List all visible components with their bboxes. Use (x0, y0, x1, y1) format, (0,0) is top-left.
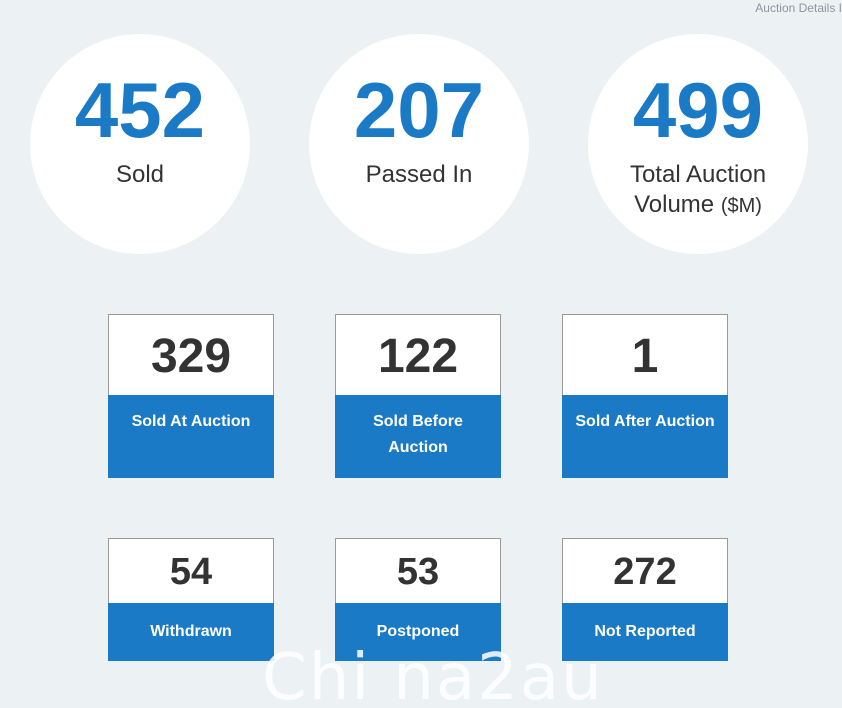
not-reported-card: 272 Not Reported (562, 538, 728, 661)
sold-at-auction-label: Sold At Auction (131, 413, 251, 430)
sold-after-auction-card: 1 Sold After Auction (562, 314, 728, 478)
postponed-band: Postponed (335, 603, 501, 661)
postponed-card: 53 Postponed (335, 538, 501, 661)
total-volume-summary-circle: 499 Total Auction Volume ($M) (588, 34, 808, 254)
withdrawn-band: Withdrawn (108, 603, 274, 661)
withdrawn-label: Withdrawn (150, 623, 232, 640)
passed-in-count: 207 (353, 66, 485, 154)
sold-at-auction-card: 329 Sold At Auction (108, 314, 274, 478)
not-reported-count: 272 (613, 551, 677, 593)
postponed-label: Postponed (376, 623, 460, 640)
auction-details-link[interactable]: Auction Details I (755, 1, 842, 15)
sold-before-auction-count: 122 (377, 330, 459, 383)
sold-summary-circle: 452 Sold (30, 34, 250, 254)
postponed-count: 53 (396, 551, 440, 593)
sold-after-auction-band: Sold After Auction (562, 395, 728, 478)
total-volume-unit: ($M) (720, 195, 762, 217)
sold-at-auction-band: Sold At Auction (108, 395, 274, 478)
sold-before-auction-card: 122 Sold Before Auction (335, 314, 501, 478)
passed-in-summary-circle: 207 Passed In (309, 34, 529, 254)
sold-before-auction-band: Sold Before Auction (335, 395, 501, 478)
sold-after-auction-count: 1 (631, 330, 659, 383)
total-volume-label: Total Auction Volume ($M) (588, 160, 808, 221)
not-reported-label: Not Reported (594, 623, 696, 640)
total-volume-value: 499 (632, 66, 764, 154)
sold-count: 452 (74, 66, 206, 154)
passed-in-label-text: Passed In (365, 161, 473, 188)
total-volume-label-text: Total Auction Volume (629, 161, 767, 218)
withdrawn-count: 54 (169, 551, 213, 593)
withdrawn-card: 54 Withdrawn (108, 538, 274, 661)
sold-before-auction-label: Sold Before Auction (373, 413, 463, 456)
not-reported-band: Not Reported (562, 603, 728, 661)
sold-at-auction-count: 329 (150, 330, 232, 383)
passed-in-label: Passed In (309, 160, 529, 190)
sold-label-text: Sold (115, 161, 165, 188)
sold-after-auction-label: Sold After Auction (575, 413, 715, 430)
sold-label: Sold (30, 160, 250, 190)
